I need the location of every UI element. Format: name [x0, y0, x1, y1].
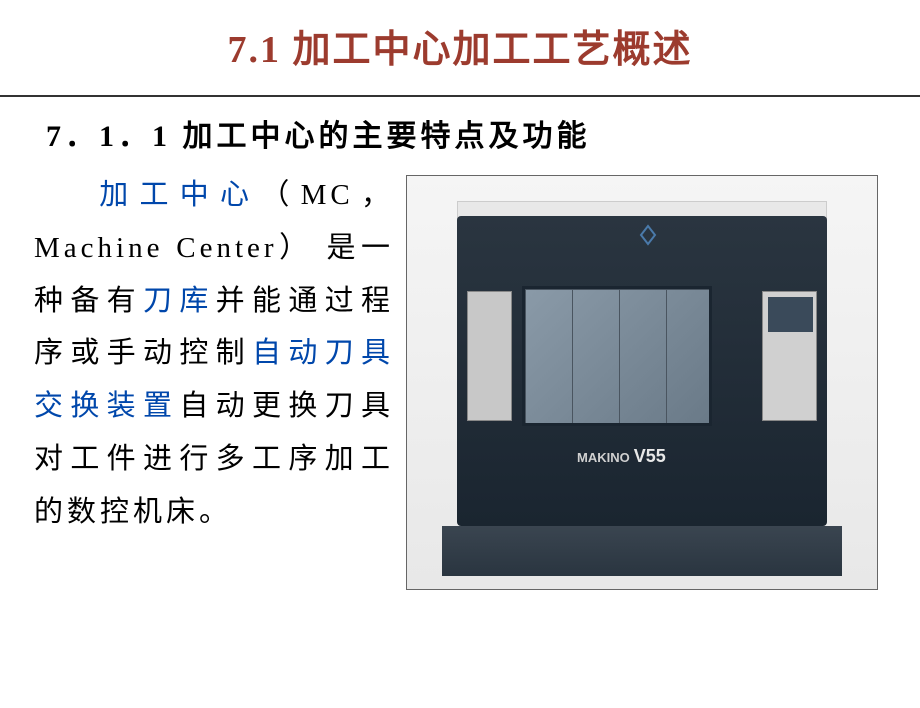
subsection-label: 加工中心的主要特点及功能: [183, 120, 591, 153]
machine-window: [522, 286, 712, 426]
slide-title: 7.1 加工中心加工工艺概述: [0, 18, 920, 73]
subsection-number: 7．1．1: [46, 120, 171, 153]
machine-side-door: [467, 291, 512, 421]
term-machining-center: 加工中心: [92, 179, 260, 211]
panel-screen: [768, 297, 813, 332]
subsection-heading: 7．1．1 加工中心的主要特点及功能: [46, 111, 920, 155]
window-grid: [525, 289, 709, 423]
machine-photo: MAKINO V55: [406, 175, 878, 590]
machine-base: [442, 526, 842, 576]
control-panel: [762, 291, 817, 421]
brand-diamond-icon: [637, 224, 659, 246]
body-text: 加工中心（MC， Machine Center） 是一种备有刀库并能通过程序或手…: [34, 169, 394, 590]
image-column: MAKINO V55: [406, 175, 882, 590]
brand-text: MAKINO: [577, 450, 630, 465]
content-area: 加工中心（MC， Machine Center） 是一种备有刀库并能通过程序或手…: [0, 169, 920, 590]
term-tool-magazine: 刀库: [143, 285, 216, 317]
model-text: V55: [634, 446, 666, 466]
title-divider: [0, 95, 920, 97]
machine-brand-label: MAKINO V55: [577, 446, 666, 467]
